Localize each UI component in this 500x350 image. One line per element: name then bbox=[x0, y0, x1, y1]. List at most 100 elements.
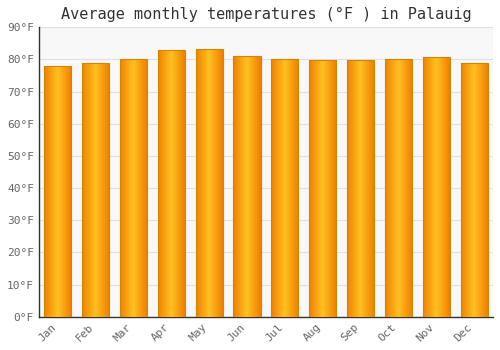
Bar bbox=[70, 65, 71, 317]
Bar bbox=[89, 63, 90, 317]
Bar bbox=[105, 63, 106, 317]
Bar bbox=[285, 59, 286, 317]
Bar bbox=[354, 61, 355, 317]
Bar bbox=[120, 59, 121, 317]
Bar bbox=[184, 50, 185, 317]
Bar bbox=[437, 57, 438, 317]
Bar bbox=[404, 59, 406, 317]
Bar bbox=[392, 59, 393, 317]
Bar bbox=[294, 59, 296, 317]
Bar bbox=[425, 57, 426, 317]
Bar bbox=[240, 56, 242, 317]
Bar bbox=[85, 63, 86, 317]
Bar bbox=[104, 63, 105, 317]
Bar bbox=[139, 59, 140, 317]
Bar bbox=[408, 59, 409, 317]
Bar bbox=[147, 59, 148, 317]
Bar bbox=[234, 56, 260, 317]
Bar bbox=[430, 57, 431, 317]
Bar bbox=[163, 50, 164, 317]
Bar bbox=[402, 59, 403, 317]
Bar bbox=[282, 59, 283, 317]
Bar bbox=[94, 63, 95, 317]
Bar bbox=[274, 59, 275, 317]
Bar bbox=[357, 61, 358, 317]
Bar bbox=[481, 63, 482, 317]
Bar bbox=[446, 57, 447, 317]
Bar bbox=[246, 56, 248, 317]
Bar bbox=[71, 65, 72, 317]
Bar bbox=[385, 59, 386, 317]
Bar bbox=[356, 61, 357, 317]
Bar bbox=[393, 59, 394, 317]
Bar bbox=[237, 56, 238, 317]
Bar bbox=[94, 63, 95, 317]
Bar bbox=[131, 59, 132, 317]
Bar bbox=[238, 56, 239, 317]
Bar bbox=[180, 50, 181, 317]
Bar bbox=[445, 57, 446, 317]
Bar bbox=[120, 59, 122, 317]
Bar bbox=[51, 65, 52, 317]
Bar bbox=[212, 49, 214, 317]
Bar bbox=[439, 57, 440, 317]
Bar bbox=[280, 59, 281, 317]
Bar bbox=[54, 65, 55, 317]
Bar bbox=[174, 50, 175, 317]
Bar bbox=[170, 50, 171, 317]
Bar bbox=[68, 65, 70, 317]
Bar bbox=[480, 63, 482, 317]
Bar bbox=[49, 65, 50, 317]
Bar bbox=[434, 57, 436, 317]
Bar bbox=[395, 59, 396, 317]
Bar bbox=[394, 59, 396, 317]
Bar bbox=[449, 57, 450, 317]
Bar bbox=[358, 61, 359, 317]
Bar bbox=[177, 50, 178, 317]
Bar bbox=[334, 60, 335, 317]
Bar bbox=[313, 60, 314, 317]
Bar bbox=[372, 61, 373, 317]
Bar bbox=[271, 59, 298, 317]
Bar bbox=[465, 63, 466, 317]
Bar bbox=[387, 59, 388, 317]
Bar bbox=[196, 49, 197, 317]
Bar bbox=[160, 50, 162, 317]
Bar bbox=[411, 59, 412, 317]
Bar bbox=[44, 65, 45, 317]
Bar bbox=[404, 59, 405, 317]
Bar bbox=[99, 63, 100, 317]
Bar bbox=[64, 65, 65, 317]
Bar bbox=[483, 63, 484, 317]
Bar bbox=[409, 59, 410, 317]
Bar bbox=[370, 61, 372, 317]
Bar bbox=[200, 49, 201, 317]
Bar bbox=[66, 65, 68, 317]
Bar bbox=[258, 56, 259, 317]
Bar bbox=[335, 60, 336, 317]
Bar bbox=[363, 61, 364, 317]
Bar bbox=[423, 57, 424, 317]
Bar bbox=[467, 63, 468, 317]
Bar bbox=[353, 61, 354, 317]
Bar bbox=[365, 61, 366, 317]
Bar bbox=[371, 61, 372, 317]
Bar bbox=[167, 50, 168, 317]
Bar bbox=[165, 50, 166, 317]
Bar bbox=[486, 63, 487, 317]
Bar bbox=[423, 57, 424, 317]
Bar bbox=[71, 65, 72, 317]
Bar bbox=[136, 59, 137, 317]
Bar bbox=[347, 61, 348, 317]
Bar bbox=[280, 59, 281, 317]
Bar bbox=[91, 63, 92, 317]
Bar bbox=[436, 57, 437, 317]
Bar bbox=[485, 63, 486, 317]
Bar bbox=[396, 59, 397, 317]
Bar bbox=[480, 63, 481, 317]
Bar bbox=[324, 60, 326, 317]
Bar bbox=[484, 63, 485, 317]
Bar bbox=[128, 59, 129, 317]
Bar bbox=[221, 49, 222, 317]
Bar bbox=[310, 60, 311, 317]
